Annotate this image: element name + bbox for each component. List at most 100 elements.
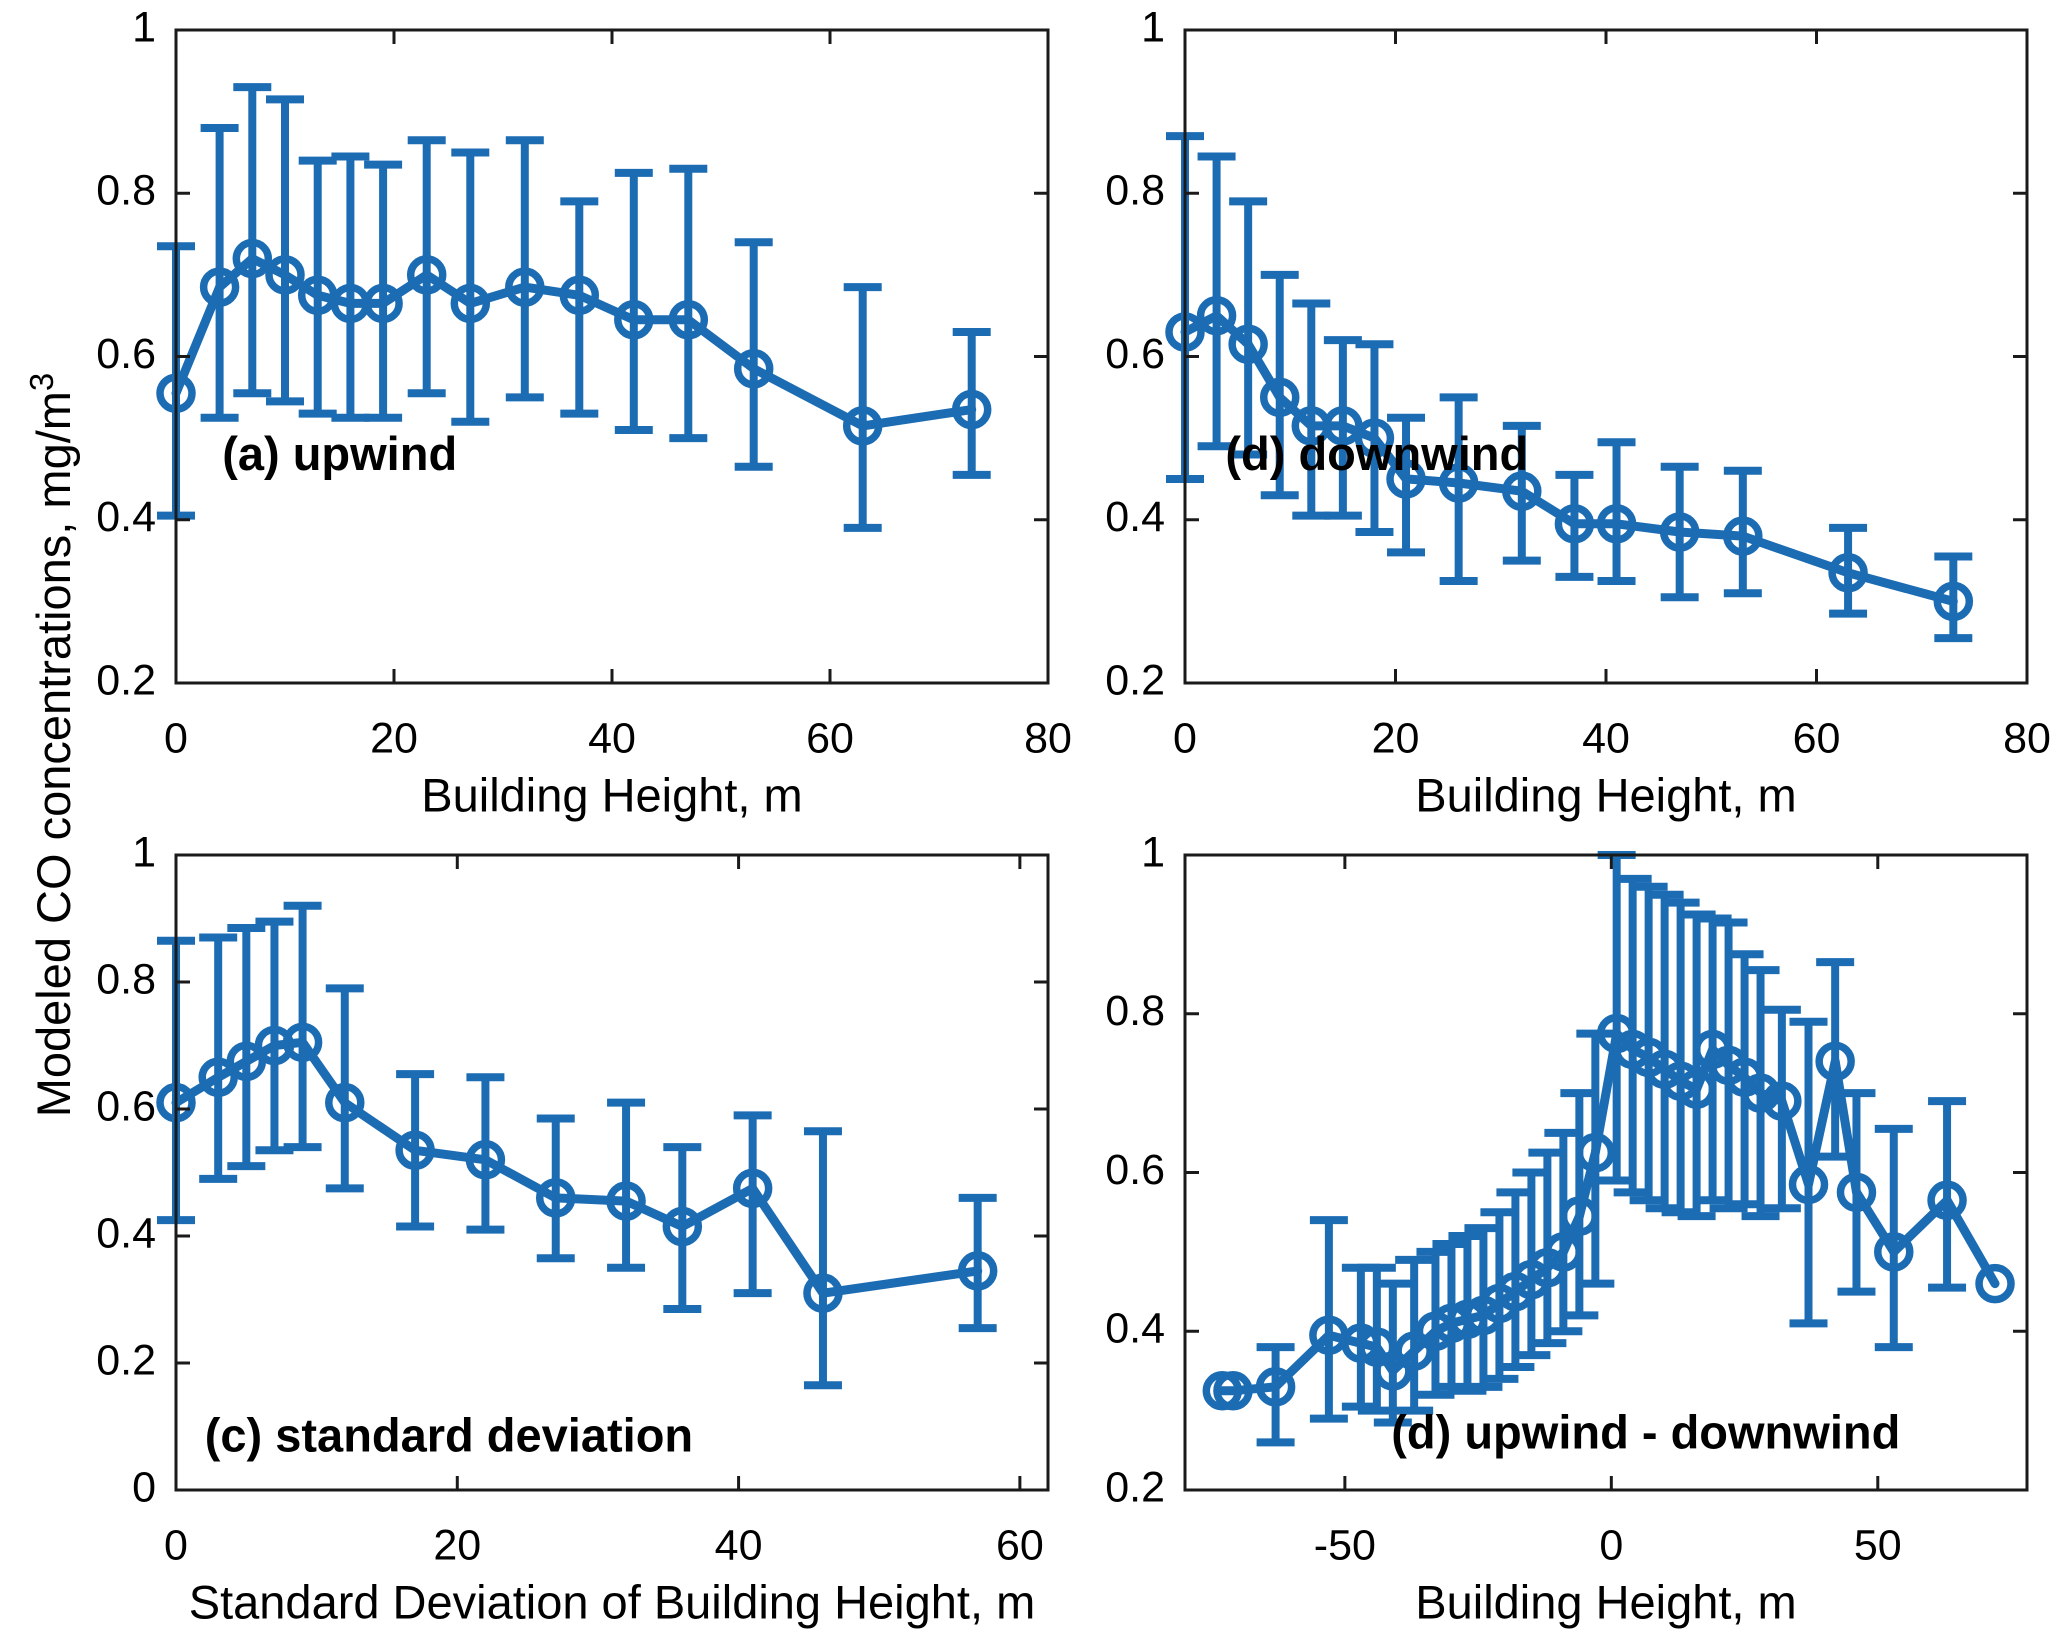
- data-point-marker: [406, 255, 447, 295]
- data-point-marker: [465, 1140, 506, 1180]
- data-point-marker: [1323, 406, 1363, 446]
- data-point-marker: [363, 283, 403, 324]
- y-axis-tick-label: 0.2: [96, 656, 156, 704]
- panel-d-d-upwind---downwind: -50 0 50 0.2 0.4 0.6 0.8 1 Building Height, m (d)…: [1105, 828, 2029, 1628]
- data-point-marker: [1659, 512, 1700, 552]
- y-axis-tick-label: 0.8: [1105, 987, 1165, 1035]
- data-point-marker: [1354, 418, 1395, 458]
- series-line: [1217, 1029, 2000, 1396]
- x-axis-tick-label: 60: [996, 1521, 1044, 1569]
- shared-y-axis-label: Modeled CO concentrations, mg/m3: [23, 373, 81, 1118]
- x-axis-tick-label: 40: [715, 1521, 763, 1569]
- data-point-marker: [1447, 1299, 1488, 1340]
- data-point-marker: [1259, 377, 1300, 418]
- data-point-marker: [325, 1082, 365, 1123]
- data-point-marker: [1502, 471, 1542, 511]
- data-point-marker: [1559, 1196, 1600, 1236]
- y-axis-tick-label: 0.4: [96, 493, 156, 541]
- panel-annotation: (d) upwind - downwind: [1391, 1405, 1900, 1458]
- y-axis-tick-label: 0.2: [1105, 656, 1165, 704]
- data-point-marker: [232, 238, 273, 279]
- data-point-marker: [732, 1168, 773, 1209]
- y-axis-tick-label: 0.6: [1105, 1146, 1165, 1194]
- y-axis-label-superscript: 3: [23, 372, 61, 392]
- y-axis-tick-label: 0.8: [96, 955, 156, 1003]
- data-point-marker: [1740, 1073, 1781, 1113]
- data-point-marker: [505, 267, 545, 307]
- data-point-marker: [199, 267, 240, 307]
- data-point-marker: [1394, 1331, 1434, 1371]
- y-axis-tick-label: 0.8: [1105, 167, 1165, 215]
- y-axis-label-text: Modeled CO concentrations, mg/m: [26, 391, 80, 1118]
- x-axis-label: Building Height, m: [1415, 1575, 1796, 1628]
- x-axis-tick-label: 20: [1372, 714, 1420, 762]
- data-point-marker: [1341, 1323, 1381, 1363]
- y-axis-tick-label: 1: [1141, 828, 1165, 876]
- data-point-marker: [662, 1206, 703, 1247]
- data-point-marker: [951, 389, 992, 430]
- panel-b-d-downwind: 0 20 40 60 80 0.2 0.4 0.6 0.8 1 Building Height, m…: [1105, 3, 2051, 821]
- series-line: [1180, 311, 1958, 606]
- y-axis-tick-label: 1: [132, 3, 156, 51]
- x-axis-label: Building Height, m: [421, 768, 802, 821]
- data-point-marker: [606, 1181, 646, 1221]
- y-axis-tick-label: 0.6: [96, 1082, 156, 1130]
- y-axis-tick-label: 0.2: [96, 1336, 156, 1384]
- y-axis-tick-label: 0.4: [96, 1209, 156, 1257]
- x-axis-tick-label: 60: [806, 714, 854, 762]
- data-point-marker: [614, 300, 654, 340]
- data-point-marker: [733, 348, 774, 389]
- data-point-marker: [1723, 516, 1763, 556]
- x-axis-tick-label: 0: [1173, 714, 1197, 762]
- y-axis-tick-label: 1: [1141, 3, 1165, 51]
- axes-box: [174, 28, 1050, 685]
- x-axis-tick-label: 60: [1793, 714, 1841, 762]
- panel-annotation: (a) upwind: [222, 427, 457, 480]
- data-point-marker: [842, 406, 883, 446]
- data-point-marker: [1836, 1172, 1877, 1213]
- data-point-marker: [1676, 1069, 1717, 1109]
- data-point-marker: [535, 1178, 576, 1218]
- y-axis-tick-label: 0.6: [1105, 330, 1165, 378]
- x-axis-tick-label: 20: [370, 714, 418, 762]
- x-axis-tick-label: 40: [1582, 714, 1630, 762]
- data-point-marker: [1543, 1232, 1584, 1272]
- data-point-marker: [282, 1022, 323, 1063]
- x-axis-tick-label: 40: [588, 714, 636, 762]
- data-point-marker: [1386, 459, 1426, 499]
- data-point-marker: [803, 1273, 843, 1313]
- axes-box: [174, 853, 1050, 1492]
- x-axis-tick-label: 0: [164, 714, 188, 762]
- data-point-marker: [1815, 1041, 1855, 1082]
- data-point-marker: [1596, 504, 1637, 544]
- data-point-marker: [1874, 1232, 1914, 1272]
- data-point-marker: [1255, 1367, 1296, 1407]
- x-axis-tick-label: 80: [2003, 714, 2051, 762]
- data-point-marker: [1927, 1180, 1967, 1221]
- data-point-marker: [559, 275, 600, 316]
- x-axis-label: Building Height, m: [1415, 768, 1796, 821]
- data-point-marker: [668, 300, 709, 340]
- data-point-marker: [450, 283, 491, 324]
- data-point-marker: [1762, 1081, 1802, 1121]
- data-point-marker: [1933, 581, 1974, 622]
- data-point-marker: [1828, 553, 1868, 593]
- x-axis-tick-label: 0: [164, 1521, 188, 1569]
- data-point-marker: [1373, 1351, 1413, 1391]
- x-axis-tick-label: 80: [1024, 714, 1072, 762]
- x-axis-label: Standard Deviation of Building Height, m: [189, 1575, 1035, 1628]
- data-point-marker: [1575, 1132, 1616, 1173]
- y-axis-tick-label: 0.8: [96, 167, 156, 215]
- data-point-marker: [1438, 463, 1479, 503]
- data-point-marker: [395, 1130, 435, 1171]
- series-line: [171, 1037, 983, 1298]
- x-axis-tick-label: 0: [1599, 1521, 1623, 1569]
- panel-annotation: (c) standard deviation: [205, 1409, 693, 1462]
- axes-box: [1183, 853, 2029, 1492]
- panel-annotation: (d) downwind: [1225, 427, 1528, 480]
- data-point-marker: [265, 255, 305, 295]
- y-axis-tick-label: 0: [132, 1463, 156, 1511]
- x-axis-tick-label: 20: [433, 1521, 481, 1569]
- y-axis-tick-label: 0.4: [1105, 1305, 1165, 1353]
- data-point-marker: [198, 1057, 238, 1097]
